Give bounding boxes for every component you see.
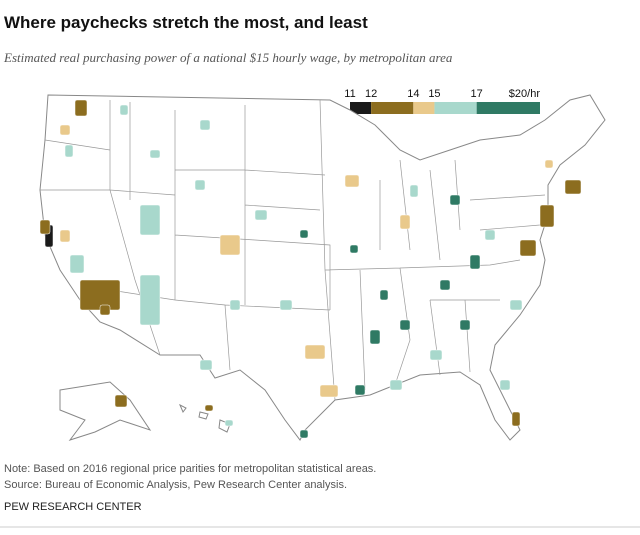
legend-swatch — [413, 102, 435, 114]
metro-area — [409, 184, 419, 198]
metro-area — [499, 379, 511, 391]
metro-area — [59, 124, 71, 136]
metro-area — [379, 289, 389, 301]
metro-area — [484, 229, 496, 241]
metro-area — [299, 429, 309, 439]
metro-area — [119, 104, 129, 116]
source: Source: Bureau of Economic Analysis, Pew… — [4, 479, 347, 491]
metro-area — [399, 214, 411, 230]
metro-area — [349, 244, 359, 254]
metro-area — [304, 344, 326, 360]
metro-area — [354, 384, 366, 396]
metro-area — [204, 404, 214, 412]
metro-areas — [39, 99, 582, 439]
metro-area — [539, 204, 555, 228]
metro-area — [319, 384, 339, 398]
legend-label: $20/hr — [509, 88, 541, 100]
metro-area — [344, 174, 360, 188]
legend-swatch — [350, 102, 372, 114]
legend-label: 17 — [471, 88, 483, 100]
metro-area — [299, 229, 309, 239]
metro-area — [449, 194, 461, 206]
metro-area — [194, 179, 206, 191]
metro-area — [429, 349, 443, 361]
metro-area — [224, 419, 234, 427]
us-map — [39, 94, 606, 441]
metro-area — [459, 319, 471, 331]
metro-area — [564, 179, 582, 195]
metro-area — [219, 234, 241, 256]
note: Note: Based on 2016 regional price parit… — [4, 463, 376, 475]
metro-area — [519, 239, 537, 257]
legend-label: 12 — [365, 88, 377, 100]
legend-swatch — [476, 102, 540, 114]
metro-area — [99, 304, 111, 316]
metro-area — [544, 159, 554, 169]
metro-area — [64, 144, 74, 158]
metro-area — [74, 99, 88, 117]
metro-area — [399, 319, 411, 331]
alaska — [59, 381, 152, 441]
metro-area — [279, 299, 293, 311]
metro-area — [69, 254, 85, 274]
legend-label: 14 — [407, 88, 419, 100]
metro-area — [199, 359, 213, 371]
metro-area — [229, 299, 241, 311]
metro-area — [389, 379, 403, 391]
legend-label: 11 — [344, 88, 355, 100]
title: Where paychecks stretch the most, and le… — [4, 13, 368, 32]
metro-area — [199, 119, 211, 131]
metro-area — [114, 394, 128, 408]
metro-area — [509, 299, 523, 311]
metro-area — [79, 279, 121, 311]
legend-label: 15 — [428, 88, 440, 100]
metro-area — [139, 204, 161, 236]
brand: PEW RESEARCH CENTER — [4, 501, 142, 513]
subtitle: Estimated real purchasing power of a nat… — [3, 50, 453, 65]
metro-area — [254, 209, 268, 221]
legend: 11 12 14 15 17 $20/hr — [344, 88, 540, 114]
metro-area — [439, 279, 451, 291]
metro-area — [469, 254, 481, 270]
legend-swatch — [371, 102, 414, 114]
metro-area — [59, 229, 71, 243]
metro-area — [369, 329, 381, 345]
legend-swatch — [434, 102, 477, 114]
metro-area — [139, 274, 161, 326]
metro-area — [149, 149, 161, 159]
metro-area — [511, 411, 521, 427]
metro-area — [39, 219, 51, 235]
